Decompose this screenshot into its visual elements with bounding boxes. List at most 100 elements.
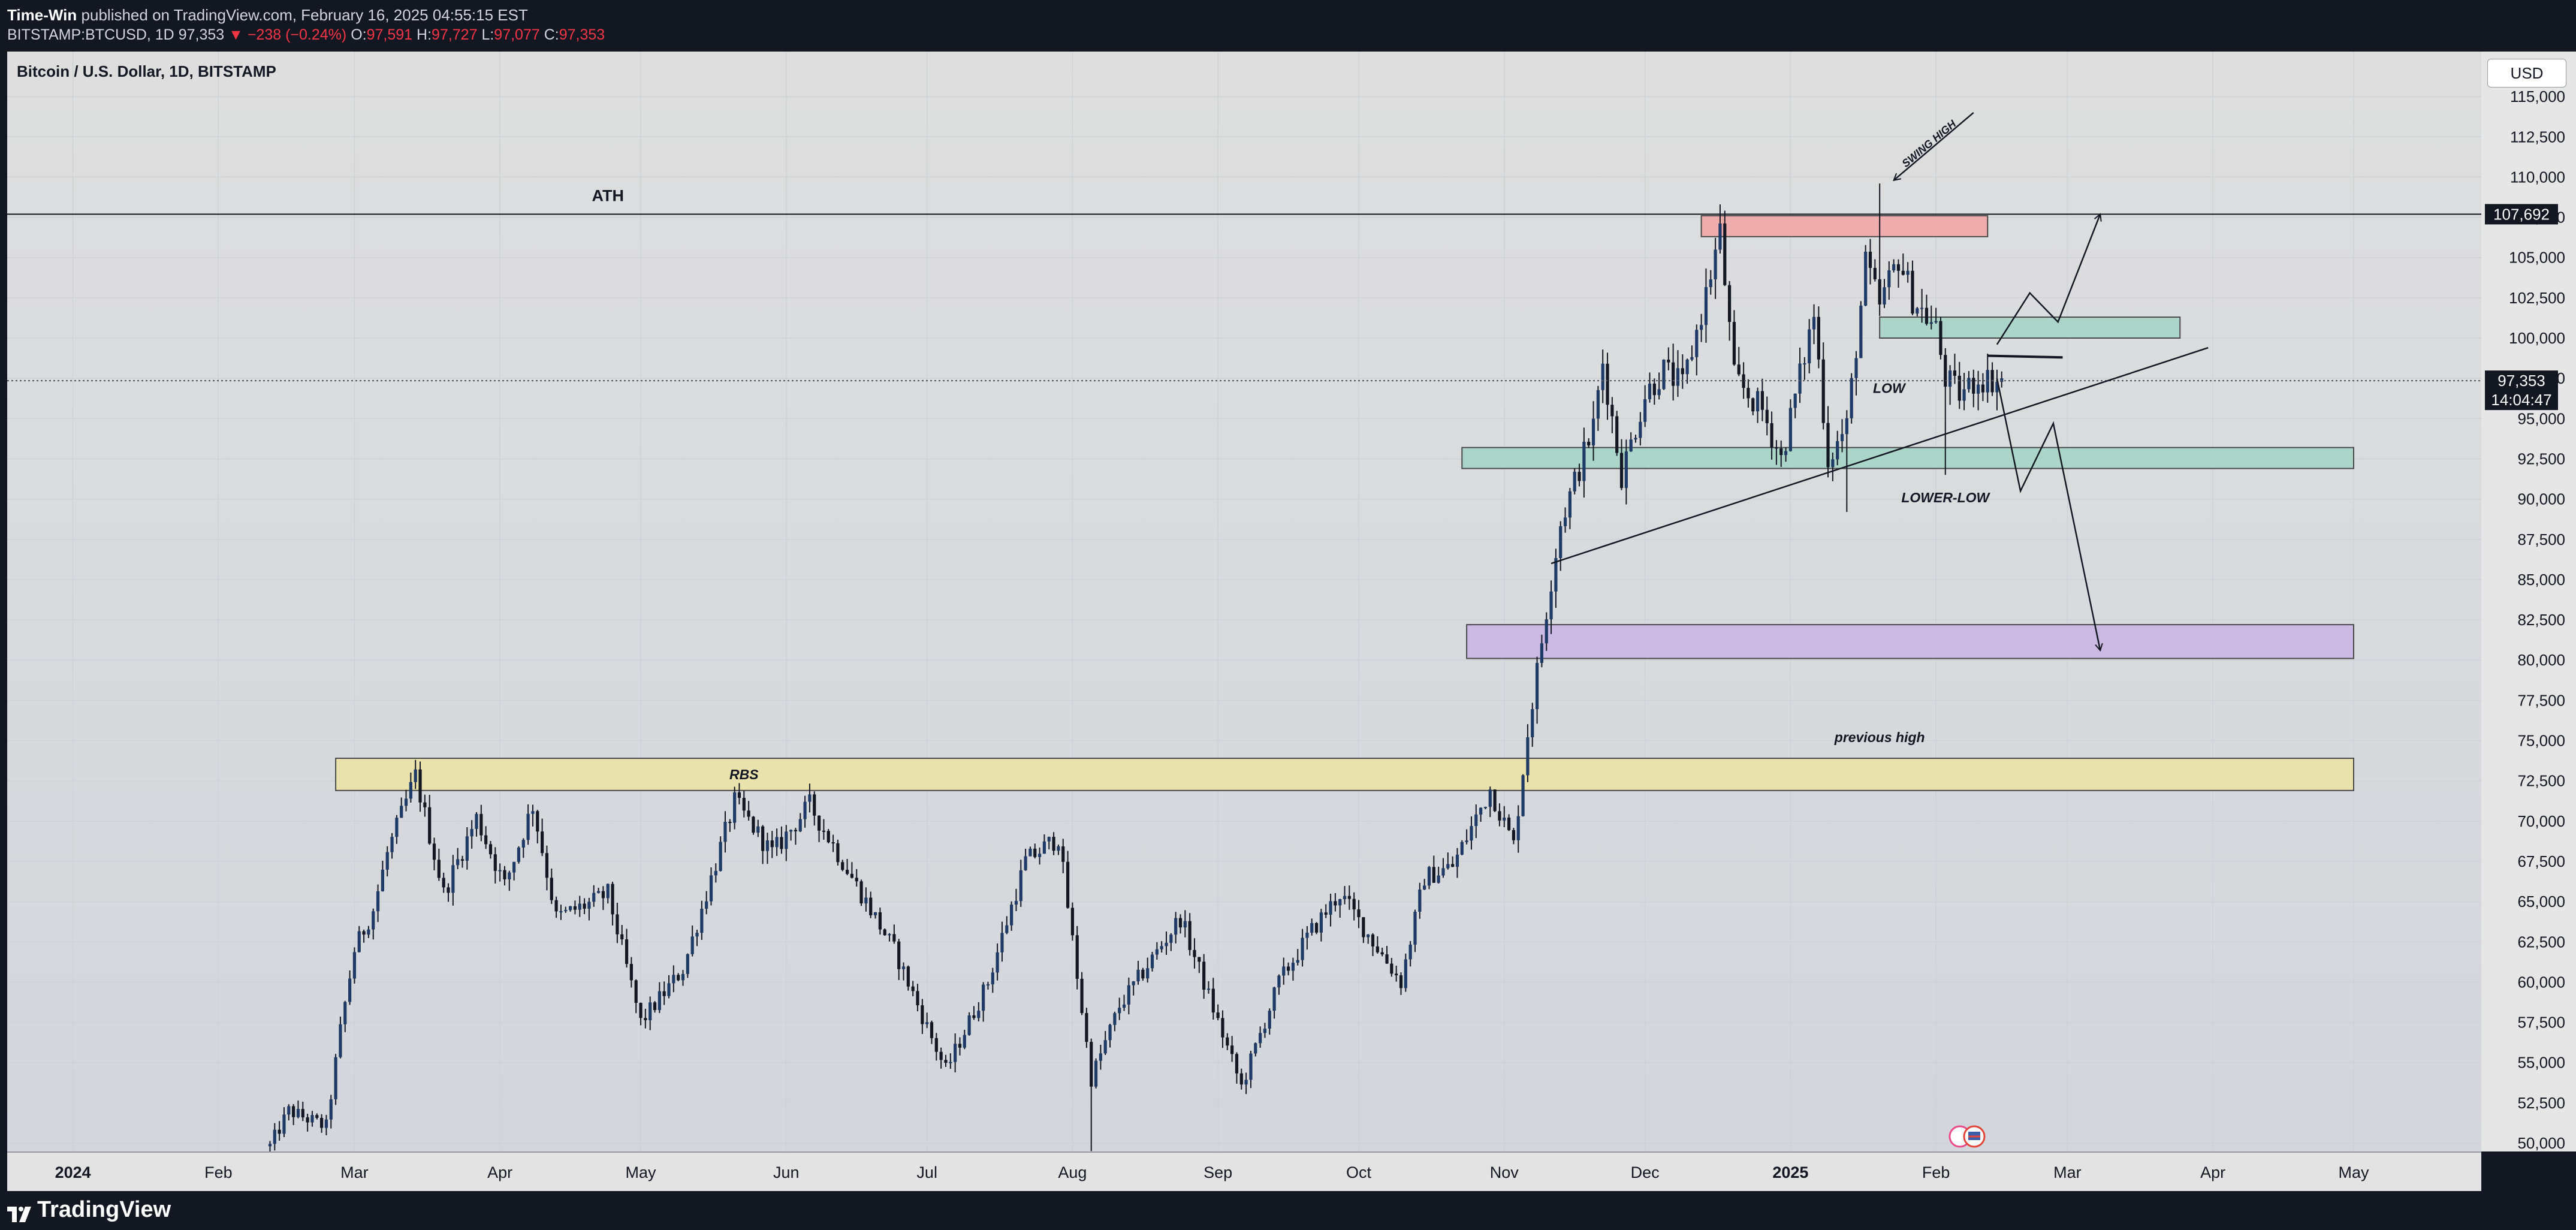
candle-up — [1118, 1008, 1121, 1014]
candle-up — [1404, 959, 1407, 988]
candle-down — [1610, 405, 1614, 417]
trendline — [1551, 346, 2209, 565]
candle-up — [1268, 1011, 1271, 1029]
candle-up — [1460, 842, 1464, 855]
candle-up — [1319, 912, 1323, 933]
candle-up — [1531, 709, 1534, 737]
candle-down — [1742, 374, 1745, 388]
candle-up — [296, 1109, 300, 1117]
candle-up — [1296, 960, 1299, 963]
candle-up — [949, 1062, 952, 1063]
currency-button[interactable]: USD — [2487, 59, 2566, 88]
candle-up — [1132, 981, 1135, 985]
candle-up — [1812, 316, 1816, 330]
candle-down — [939, 1051, 943, 1060]
time-axis-canvas[interactable]: 2024 Feb Mar Apr May Jun Jul Aug Sep Oct Nov Dec 202… — [7, 1151, 2512, 1191]
price-tick-label: 80,000 — [2517, 651, 2565, 669]
candle-up — [648, 1002, 652, 1021]
chart-pane[interactable]: ATH LOW LOWER-LOW previous high RBS SWING HIG… — [7, 52, 2500, 1153]
symbol-label: BITSTAMP:BTCUSD, 1D — [7, 26, 174, 43]
candle-up — [1503, 817, 1506, 821]
candle-down — [1817, 316, 1820, 360]
candle-down — [930, 1022, 934, 1038]
candle-down — [1911, 270, 1914, 314]
candle-up — [526, 813, 530, 840]
candle-down — [1577, 472, 1581, 481]
candle-down — [1380, 952, 1384, 955]
candle-down — [813, 794, 816, 816]
candle-down — [916, 991, 919, 1006]
candle-down — [1376, 946, 1379, 952]
candle-up — [1887, 270, 1891, 288]
candle-up — [596, 891, 601, 893]
candle-down — [550, 878, 553, 900]
candle-down — [859, 881, 863, 904]
candle-up — [756, 826, 760, 833]
ath-price-label: 107,692 — [2485, 204, 2558, 225]
tradingview-brand[interactable]: TradingView — [7, 1197, 171, 1223]
candle-down — [1615, 416, 1619, 453]
candle-up — [733, 792, 737, 823]
candle-up — [925, 1022, 929, 1024]
candle-up — [1591, 418, 1595, 446]
time-tick-label: Jun — [773, 1163, 800, 1181]
time-tick-label: Feb — [1922, 1163, 1950, 1181]
candle-down — [1873, 267, 1877, 279]
candle-up — [963, 1035, 966, 1048]
time-tick-label: Apr — [487, 1163, 512, 1181]
candle-up — [1437, 875, 1440, 883]
candle-down — [1362, 917, 1365, 937]
change-value: −238 (−0.24%) — [247, 26, 347, 43]
candle-down — [1371, 934, 1375, 946]
flag-icon[interactable] — [1948, 1125, 1986, 1148]
candle-up — [1160, 946, 1163, 949]
price-tick-label: 115,000 — [2510, 88, 2565, 105]
candle-up — [1259, 1033, 1262, 1044]
annotation-rbs: RBS — [729, 767, 759, 782]
candle-up — [569, 906, 572, 911]
candle-up — [986, 984, 990, 986]
author-name[interactable]: Time-Win — [7, 6, 77, 24]
candle-down — [1498, 811, 1501, 821]
candle-down — [418, 769, 422, 803]
time-axis[interactable]: 2024 Feb Mar Apr May Jun Jul Aug Sep Oct Nov Dec 202… — [7, 1151, 2512, 1191]
annotation-ath: ATH — [592, 187, 624, 205]
candle-down — [488, 844, 493, 855]
support-zone — [1461, 447, 2354, 469]
candle-up — [1038, 854, 1042, 857]
candle-down — [1747, 388, 1750, 399]
candle-up — [1700, 325, 1703, 330]
candle-up — [1282, 966, 1286, 976]
candle-up — [700, 908, 704, 933]
candle-up — [709, 875, 713, 902]
candle-down — [841, 862, 844, 870]
candle-up — [1028, 848, 1032, 857]
candle-up — [873, 912, 877, 915]
candle-down — [1188, 921, 1192, 950]
candle-up — [521, 840, 525, 848]
candle-down — [1357, 909, 1361, 918]
price-scale[interactable]: 50,000 52,500 55,000 57,500 60,000 62,500 65,0… — [2481, 52, 2576, 1152]
candle-up — [404, 798, 408, 806]
candle-up — [1535, 662, 1539, 710]
candle-up — [1704, 287, 1708, 325]
price-scale-canvas[interactable]: 50,000 52,500 55,000 57,500 60,000 62,500 65,0… — [2481, 52, 2576, 1152]
candle-up — [1788, 408, 1792, 451]
candle-up — [991, 972, 994, 985]
candle-up — [1526, 737, 1530, 776]
candle-down — [794, 830, 798, 831]
candle-down — [921, 1005, 924, 1024]
candle-up — [1808, 329, 1811, 364]
time-tick-label: Mar — [2053, 1163, 2082, 1181]
candle-up — [400, 806, 403, 818]
candle-up — [1601, 363, 1604, 390]
candle-down — [1728, 285, 1732, 322]
candle-up — [1516, 816, 1520, 840]
price-tick-label: 77,500 — [2517, 691, 2565, 709]
close-label: C: — [544, 26, 559, 43]
candle-up — [1019, 870, 1022, 902]
candle-down — [1286, 966, 1290, 971]
candle-up — [395, 818, 399, 837]
candle-down — [1896, 264, 1901, 271]
